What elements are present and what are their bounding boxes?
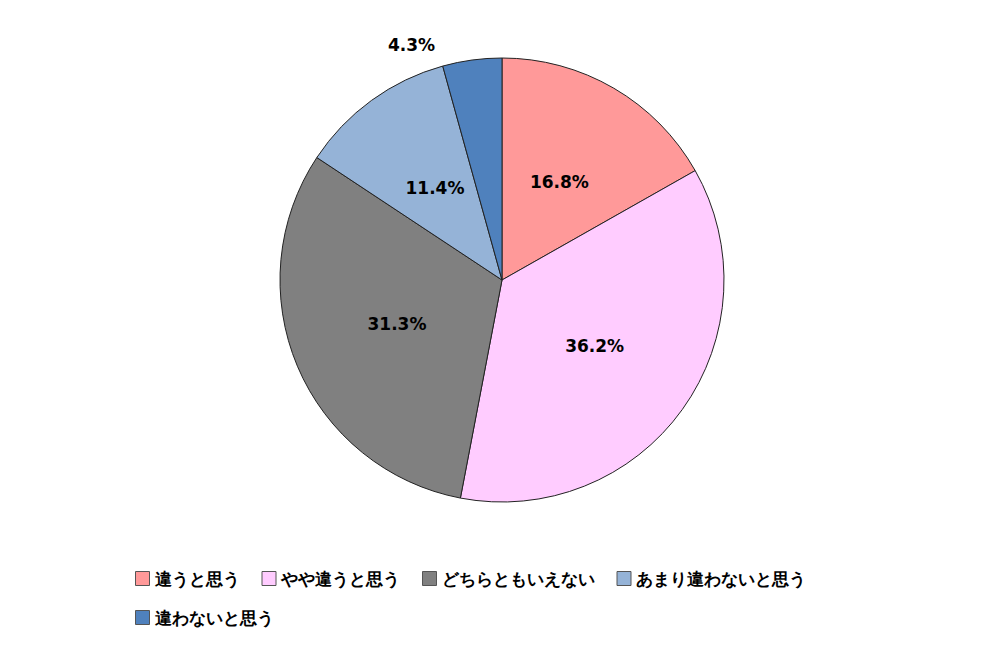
svg-text:やや違うと思う: やや違うと思う: [280, 569, 400, 589]
svg-text:4.3%: 4.3%: [388, 35, 435, 55]
svg-text:16.8%: 16.8%: [530, 172, 589, 192]
svg-text:違うと思う: 違うと思う: [155, 569, 240, 589]
svg-text:31.3%: 31.3%: [367, 314, 426, 334]
svg-text:どちらともいえない: どちらともいえない: [442, 569, 595, 589]
svg-text:36.2%: 36.2%: [565, 336, 624, 356]
svg-text:11.4%: 11.4%: [406, 178, 465, 198]
svg-text:あまり違わないと思う: あまり違わないと思う: [636, 569, 806, 589]
svg-text:違わないと思う: 違わないと思う: [155, 608, 274, 628]
